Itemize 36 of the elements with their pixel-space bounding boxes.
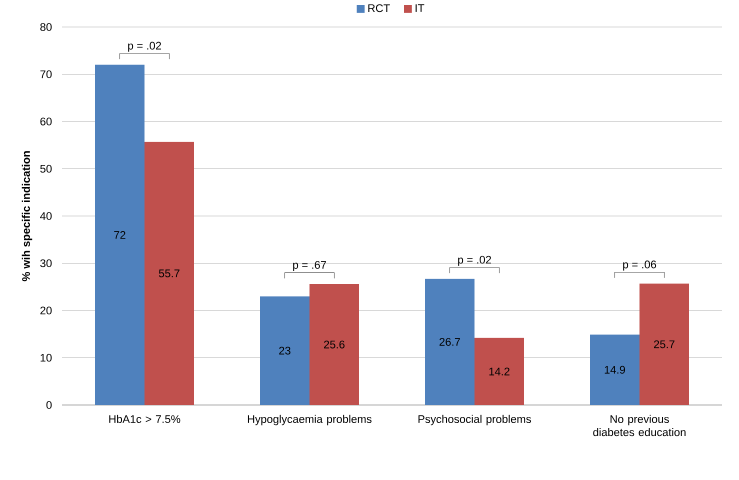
y-tick-label: 0 (46, 401, 52, 409)
annotation: p = .02 (128, 42, 162, 52)
legend-label: RCT (368, 4, 390, 12)
y-tick-label: 50 (40, 164, 52, 173)
bar (260, 296, 310, 405)
bar (474, 338, 524, 405)
annotation: p = .67 (293, 261, 326, 272)
y-tick-label: 70 (40, 70, 52, 78)
data-label: 55.7 (158, 270, 180, 278)
bar (640, 284, 690, 405)
y-axis-title: % wih specific indication (22, 151, 32, 282)
y-tick-label: 60 (40, 118, 52, 126)
bar (95, 64, 144, 405)
data-label: 72 (114, 231, 126, 239)
x-tick-label: HbA1c > 7.5% (109, 414, 180, 423)
bar (590, 334, 640, 405)
x-tick-label: No previous diabetes education (593, 414, 686, 436)
x-tick-label: Hypoglycaemia problems (248, 414, 372, 426)
data-label: 25.7 (654, 340, 674, 348)
annotation: p = .06 (623, 260, 656, 271)
bar (144, 142, 194, 405)
y-tick-label: 40 (40, 212, 52, 220)
bar (425, 278, 474, 405)
y-tick-label: 20 (40, 306, 52, 314)
annotation: p = .02 (458, 256, 492, 266)
data-label: 23 (279, 346, 290, 355)
data-label: 14.2 (489, 368, 510, 376)
bar (310, 284, 359, 405)
legend-label: IT (416, 4, 424, 12)
x-tick-label: Psychosocial problems (418, 414, 531, 426)
data-label: 25.6 (324, 340, 345, 348)
y-tick-label: 10 (40, 354, 52, 362)
data-label: 26.7 (440, 338, 460, 346)
data-label: 14.9 (604, 366, 625, 374)
y-tick-label: 80 (40, 23, 52, 31)
y-tick-label: 30 (40, 259, 52, 268)
